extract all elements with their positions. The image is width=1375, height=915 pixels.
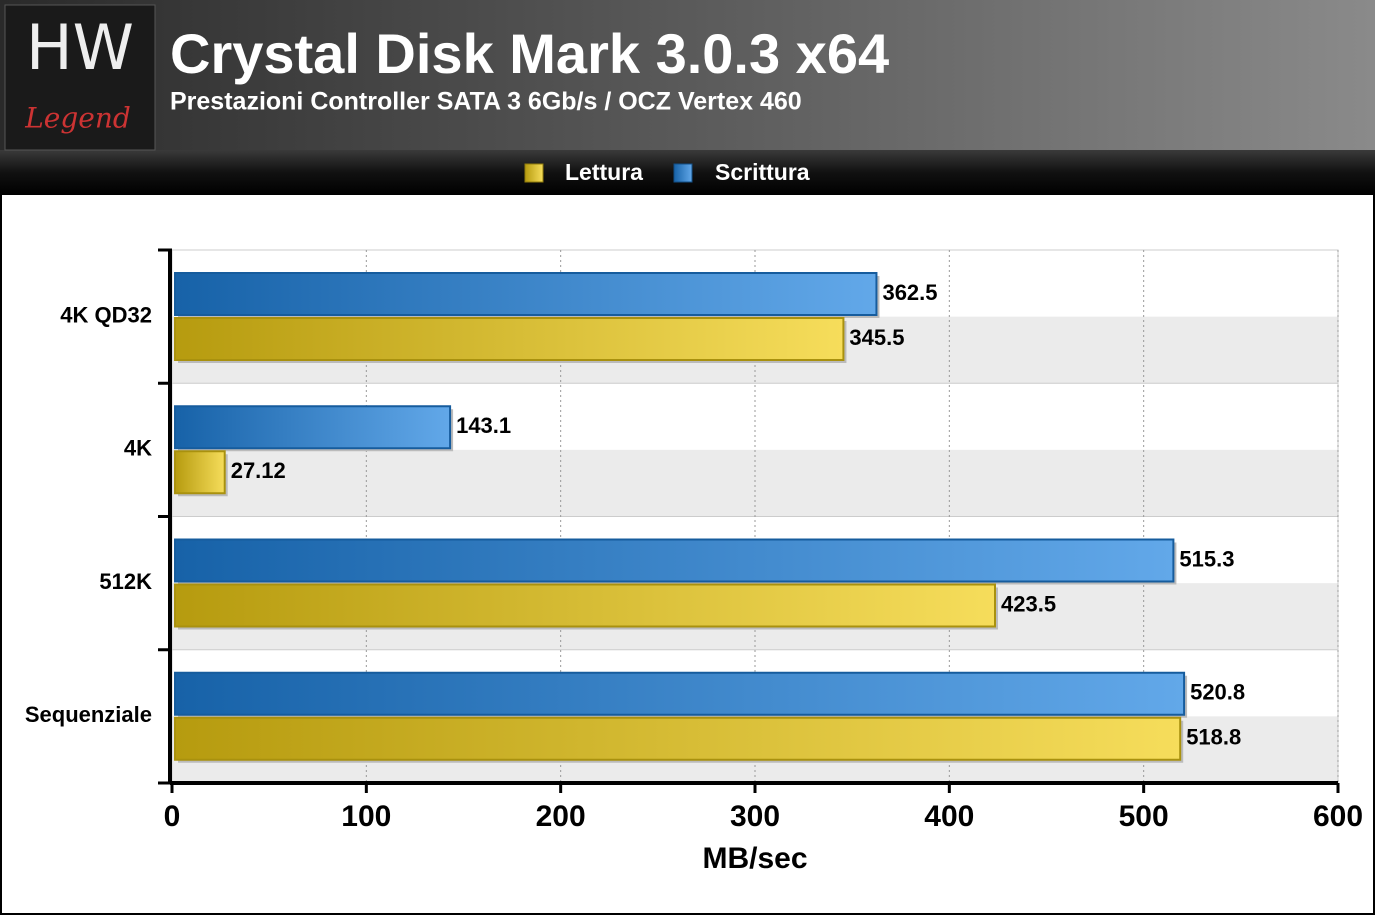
value-label: 520.8 (1190, 680, 1245, 705)
bar (174, 405, 452, 450)
y-tick-label: 512K (99, 569, 152, 594)
bar (174, 538, 1175, 583)
x-tick-label: 300 (730, 800, 780, 833)
y-tick-label: 4K QD32 (60, 302, 152, 327)
legend-label: Scrittura (715, 159, 810, 185)
value-label: 345.5 (849, 325, 904, 350)
logo-text: HW (26, 11, 134, 84)
header (0, 0, 1375, 150)
chart-subtitle: Prestazioni Controller SATA 3 6Gb/s / OC… (170, 88, 802, 116)
value-label: 362.5 (882, 280, 937, 305)
x-tick-label: 0 (164, 800, 181, 833)
bar (174, 583, 997, 628)
x-tick-label: 600 (1313, 800, 1363, 833)
x-tick-label: 500 (1119, 800, 1169, 833)
value-label: 518.8 (1186, 725, 1241, 750)
y-tick-label: 4K (124, 436, 152, 461)
bar (174, 716, 1182, 761)
x-tick-label: 100 (341, 800, 391, 833)
value-label: 143.1 (456, 413, 511, 438)
bar (174, 671, 1186, 716)
x-tick-label: 200 (536, 800, 586, 833)
legend-swatch (524, 163, 544, 183)
bar (174, 317, 845, 361)
legend-label: Lettura (565, 159, 643, 185)
value-label: 423.5 (1001, 591, 1056, 616)
x-tick-label: 400 (924, 800, 974, 833)
value-label: 515.3 (1179, 546, 1234, 571)
x-axis-title: MB/sec (702, 842, 807, 875)
legend-swatch (673, 163, 693, 183)
bar (174, 450, 226, 495)
bar (174, 272, 878, 316)
logo (4, 4, 156, 151)
chart-title: Crystal Disk Mark 3.0.3 x64 (170, 22, 889, 85)
value-label: 27.12 (231, 458, 286, 483)
y-tick-label: Sequenziale (25, 702, 152, 727)
logo-subtext: Legend (24, 102, 131, 135)
